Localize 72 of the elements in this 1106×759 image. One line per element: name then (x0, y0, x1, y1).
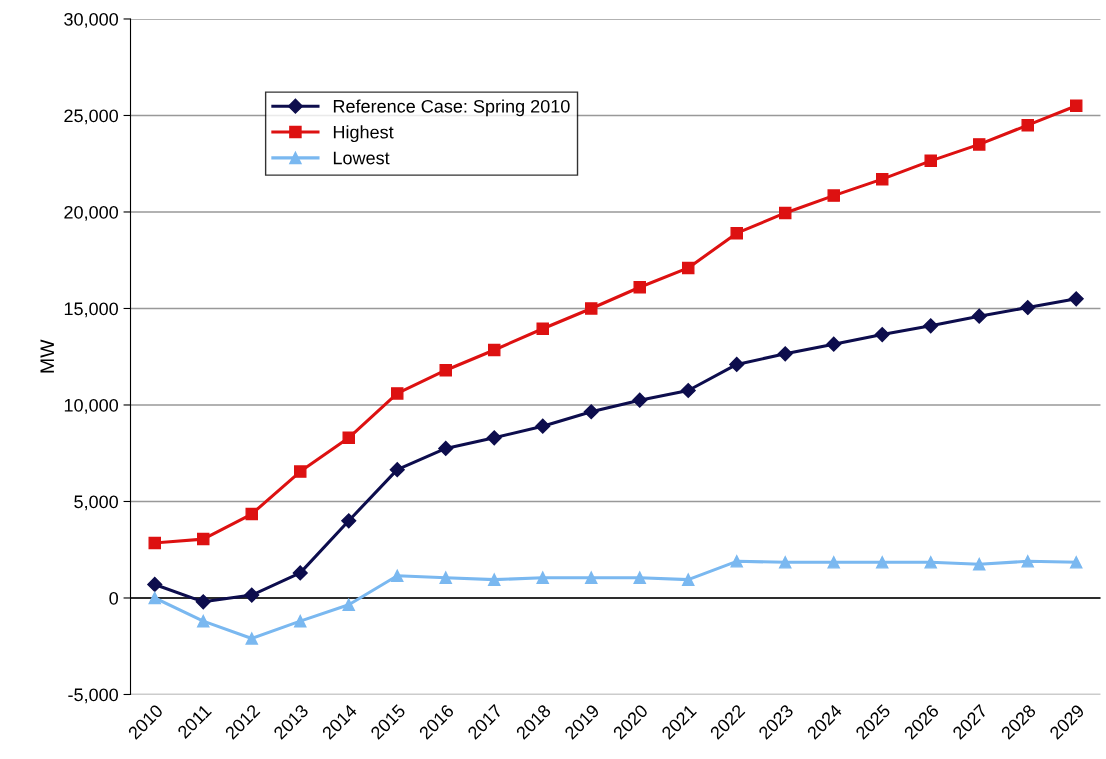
point (439, 363, 452, 377)
point (827, 189, 840, 202)
point (197, 532, 210, 546)
point (486, 430, 502, 446)
point (632, 392, 648, 408)
point (487, 573, 501, 586)
point (1020, 299, 1036, 316)
y-tick-label: 5,000 (74, 495, 118, 511)
y-axis-title: MW (40, 339, 54, 373)
point (536, 571, 549, 584)
point (197, 614, 210, 628)
y-tick-label: 20,000 (64, 205, 118, 221)
y-tick-label: 10,000 (64, 398, 118, 414)
point (778, 556, 792, 569)
point (827, 556, 840, 569)
point (487, 343, 501, 357)
point (924, 154, 937, 168)
y-tick-label: 30,000 (64, 12, 118, 28)
point (195, 594, 211, 610)
y-tick-label: -5,000 (68, 688, 118, 704)
point (390, 387, 404, 400)
point (244, 587, 260, 603)
point (972, 138, 986, 151)
point (924, 556, 937, 569)
point (584, 302, 598, 315)
point (730, 555, 743, 568)
point (1069, 556, 1083, 569)
y-tick-label: 15,000 (64, 302, 118, 318)
point (874, 326, 890, 343)
point (148, 591, 162, 605)
point (1069, 99, 1083, 113)
y-tick-label: 25,000 (64, 109, 118, 125)
point (439, 571, 452, 584)
point (729, 356, 745, 373)
point (584, 571, 598, 584)
point (777, 346, 793, 362)
point (875, 172, 889, 186)
point (1068, 291, 1084, 307)
point (633, 280, 646, 294)
legend-label: Highest (333, 125, 394, 143)
point (292, 565, 308, 581)
point (294, 614, 307, 628)
point (536, 322, 549, 335)
point (535, 418, 551, 434)
point (245, 632, 259, 645)
point (342, 598, 356, 611)
point (342, 431, 356, 445)
legend-label: Lowest (333, 151, 390, 165)
point (972, 557, 986, 571)
y-tick-label: 0 (109, 591, 118, 605)
point (730, 226, 743, 240)
point (390, 569, 404, 583)
point (1021, 118, 1034, 132)
point (680, 382, 696, 399)
point (875, 556, 889, 569)
point (583, 404, 599, 420)
point (971, 308, 987, 324)
point (148, 536, 162, 550)
point (681, 261, 695, 275)
point (1021, 555, 1034, 568)
point (147, 576, 163, 593)
point (294, 465, 307, 478)
point (389, 462, 405, 478)
point (633, 571, 646, 584)
point (438, 440, 454, 456)
point (245, 507, 259, 521)
legend-label: Reference Case: Spring 2010 (333, 99, 570, 117)
point (681, 573, 695, 586)
point (826, 336, 842, 352)
point (778, 206, 792, 220)
point (341, 513, 357, 529)
point (923, 318, 939, 334)
